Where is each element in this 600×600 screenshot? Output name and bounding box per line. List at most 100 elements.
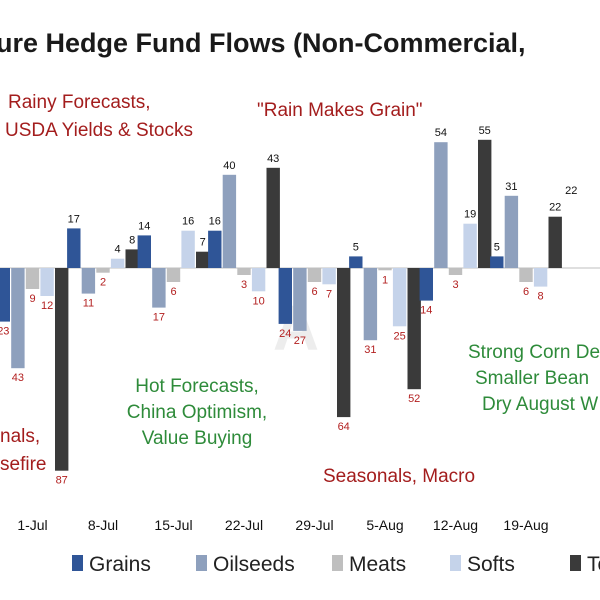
- bar-total-8-jul: [125, 249, 139, 268]
- x-tick-label-8-jul: 8-Jul: [88, 517, 118, 533]
- annotation-hot-line-3: Value Buying: [142, 428, 253, 449]
- bar-softs-8-jul: [110, 258, 125, 268]
- annotation-rain-makes-grain: "Rain Makes Grain": [257, 100, 423, 121]
- bar-total-15-jul: [196, 251, 210, 268]
- bar-meats-1-jul: [25, 268, 40, 289]
- value-label-meats-12-aug: 3: [452, 279, 458, 291]
- legend-swatch-oilseeds: [196, 555, 207, 571]
- bar-oilseeds-12-aug: [434, 142, 448, 268]
- bar-meats-19-aug: [519, 268, 533, 282]
- bar-total-5-aug: [407, 268, 421, 390]
- x-tick-label-19-aug: 19-Aug: [503, 517, 548, 533]
- legend: Grains Oilseeds Meats Softs To: [72, 553, 600, 576]
- bar-grains-8-jul: [67, 228, 81, 268]
- value-label-total-22-jul: 43: [267, 153, 279, 165]
- value-label-grains-15-jul: 14: [138, 220, 150, 232]
- x-tick-label-1-jul: 1-Jul: [17, 517, 47, 533]
- bar-grains-22-jul: [208, 230, 222, 268]
- bar-oilseeds-29-jul: [293, 268, 307, 331]
- bar-grains-12-aug: [419, 268, 433, 301]
- bars-layer: [0, 139, 562, 471]
- annotation-hot-line-1: Hot Forecasts,: [135, 376, 259, 397]
- annotation-strong-corn-line-2: Smaller Bean: [475, 368, 589, 389]
- bar-meats-22-jul: [237, 268, 251, 275]
- legend-label-oilseeds: Oilseeds: [213, 553, 295, 576]
- value-label-total-5-aug: 52: [408, 393, 420, 405]
- bar-softs-15-jul: [181, 230, 195, 268]
- bar-oilseeds-15-jul: [152, 268, 166, 308]
- bar-total-29-jul: [337, 268, 351, 418]
- value-label-softs-22-jul: 10: [252, 295, 264, 307]
- bar-softs-22-jul: [251, 268, 266, 292]
- value-label-softs-19-aug: 8: [538, 291, 544, 303]
- value-label-meats-19-aug: 6: [523, 286, 529, 298]
- value-label-total-29-jul: 64: [338, 421, 350, 433]
- annotation-hot-line-2: China Optimism,: [127, 402, 267, 423]
- value-label-total-1-jul: 87: [56, 475, 68, 487]
- annotation-rain-grain-line-1: "Rain Makes Grain": [257, 100, 423, 121]
- legend-label-softs: Softs: [467, 553, 515, 576]
- bar-meats-15-jul: [166, 268, 181, 282]
- value-label-meats-8-jul: 2: [100, 277, 106, 289]
- x-tick-label-15-jul: 15-Jul: [154, 517, 192, 533]
- bar-total-22-jul: [266, 167, 280, 268]
- annotation-hot-forecasts: Hot Forecasts, China Optimism, Value Buy…: [127, 376, 267, 449]
- value-label-total-15-jul: 7: [200, 237, 206, 249]
- bar-softs-29-jul: [322, 268, 336, 285]
- value-label-softs-15-jul: 16: [182, 216, 194, 228]
- bar-grains-1-jul: [0, 268, 10, 322]
- legend-swatch-grains: [72, 555, 83, 571]
- value-label-total-8-jul: 8: [129, 234, 135, 246]
- bar-oilseeds-1-jul: [11, 268, 25, 369]
- value-label-softs-29-jul: 7: [326, 288, 332, 300]
- value-label-grains-19-aug: 5: [494, 241, 500, 253]
- annotation-seasonals-macro: Seasonals, Macro: [323, 466, 475, 487]
- value-label-grains-29-jul: 24: [279, 328, 291, 340]
- value-label-softs-1-jul: 12: [41, 300, 53, 312]
- value-label-grains-5-aug: 5: [353, 241, 359, 253]
- bar-total-19-aug: [548, 216, 562, 268]
- value-label-total-19-aug: 22: [549, 202, 561, 214]
- legend-label-grains: Grains: [89, 553, 151, 576]
- bar-meats-5-aug: [378, 268, 392, 271]
- value-label-oilseeds-8-jul: 11: [83, 298, 94, 310]
- annotation-seasonals-macro-line-1: Seasonals, Macro: [323, 466, 475, 487]
- annotation-rainy-line-1: Rainy Forecasts,: [8, 92, 151, 113]
- value-label-oilseeds-12-aug: 54: [435, 127, 447, 139]
- value-label-oilseeds-5-aug: 31: [364, 344, 376, 356]
- value-label-oilseeds-15-jul: 17: [153, 312, 165, 324]
- x-tick-label-12-aug: 12-Aug: [433, 517, 478, 533]
- annotation-seasonals-left: nals, sefire: [0, 426, 46, 475]
- bar-oilseeds-22-jul: [222, 174, 237, 268]
- annotation-seasonals-left-line-1: nals,: [0, 426, 40, 447]
- value-label-total-12-aug: 55: [479, 125, 491, 137]
- bar-total-12-aug: [478, 139, 492, 268]
- annotation-rainy-forecasts: Rainy Forecasts, USDA Yields & Stocks: [5, 92, 193, 141]
- bar-oilseeds-8-jul: [81, 268, 96, 294]
- legend-label-meats: Meats: [349, 553, 406, 576]
- value-label-oilseeds-29-jul: 27: [294, 335, 306, 347]
- value-label-grains-1-jul: 23: [0, 326, 9, 338]
- value-label-softs-5-aug: 25: [393, 330, 405, 342]
- annotation-strong-corn-line-1: Strong Corn De: [468, 342, 600, 363]
- annotation-strong-corn-line-3: Dry August W: [482, 394, 598, 415]
- x-axis-ticks: 1-Jul 8-Jul 15-Jul 22-Jul 29-Jul 5-Aug 12-Aug 1…: [17, 517, 548, 533]
- value-label-meats-1-jul: 9: [29, 293, 35, 305]
- x-tick-label-5-aug: 5-Aug: [366, 517, 403, 533]
- legend-label-total: To: [587, 553, 600, 576]
- value-label-grains-12-aug: 14: [420, 305, 432, 317]
- bar-meats-12-aug: [448, 268, 463, 275]
- value-label-meats-22-jul: 3: [241, 279, 247, 291]
- bar-softs-5-aug: [392, 268, 407, 327]
- x-tick-label-29-jul: 29-Jul: [295, 517, 333, 533]
- x-tick-label-22-jul: 22-Jul: [225, 517, 263, 533]
- value-label-oilseeds-1-jul: 43: [12, 372, 24, 384]
- legend-swatch-softs: [450, 555, 461, 571]
- legend-swatch-meats: [332, 555, 343, 571]
- annotation-rainy-line-2: USDA Yields & Stocks: [5, 120, 193, 141]
- bar-softs-12-aug: [463, 223, 477, 268]
- value-label-oilseeds-19-aug: 31: [505, 181, 517, 193]
- bar-meats-29-jul: [307, 268, 322, 282]
